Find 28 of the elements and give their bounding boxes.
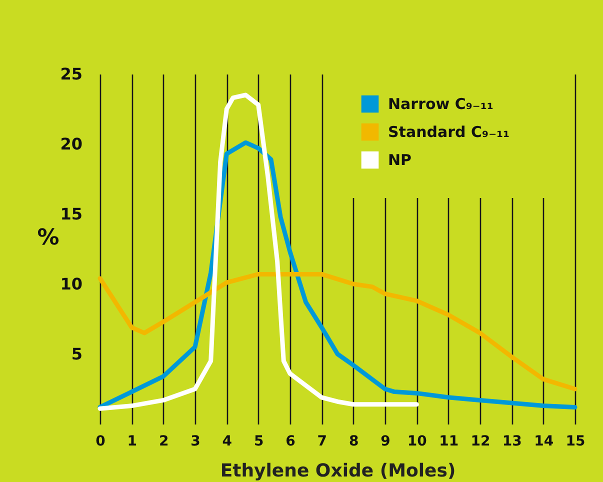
y-tick-label: 20 (60, 134, 82, 154)
x-tick-label: 0 (96, 434, 106, 450)
x-tick-label: 13 (502, 434, 522, 450)
x-tick-label: 8 (348, 434, 359, 450)
y-tick-label: 5 (71, 344, 82, 364)
line-series (98, 272, 578, 392)
y-tick-label: 10 (60, 274, 82, 294)
y-axis-title: % (37, 226, 60, 250)
y-tick-label: 15 (60, 204, 82, 224)
line-series (98, 140, 578, 410)
x-tick-label: 12 (470, 434, 490, 450)
x-tick-label: 5 (254, 434, 264, 450)
legend-label: Narrow C₉₋₁₁ (388, 95, 494, 113)
legend-label: Standard C₉₋₁₁ (388, 123, 510, 141)
x-tick-label: 10 (407, 434, 428, 450)
legend-label: NP (388, 151, 412, 169)
x-tick-label: 11 (439, 434, 459, 450)
x-axis-title: Ethylene Oxide (Moles) (220, 460, 456, 482)
x-tick-label: 3 (190, 434, 200, 450)
y-tick-label: 25 (60, 64, 82, 84)
x-tick-label: 9 (380, 434, 390, 450)
x-tick-label: 1 (127, 434, 138, 450)
x-tick-label: 14 (534, 434, 554, 450)
x-tick-label: 7 (317, 434, 328, 450)
x-tick-label: 4 (222, 434, 232, 450)
x-tick-label: 6 (286, 434, 296, 450)
x-tick-label: 15 (566, 434, 586, 450)
x-tick-label: 2 (158, 434, 169, 450)
